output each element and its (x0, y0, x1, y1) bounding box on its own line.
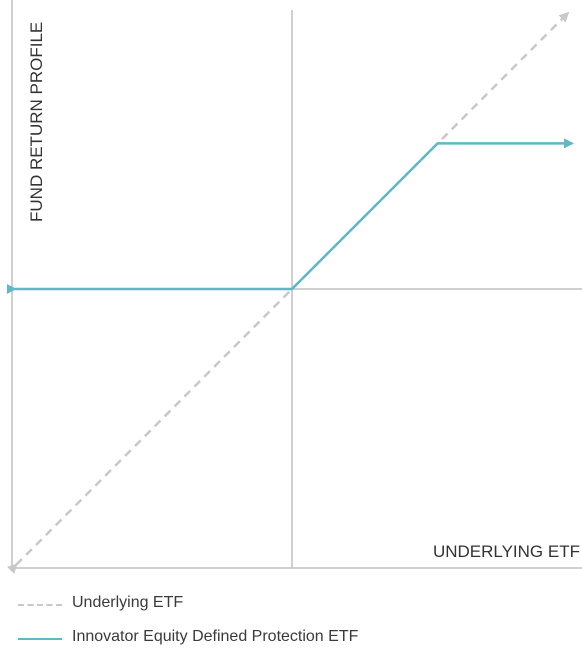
series-defined-protection-etf-line (6, 138, 574, 294)
series-underlying-etf-line (7, 11, 570, 574)
payoff-chart: FUND RETURN PROFILE UNDERLYING ETF (6, 0, 582, 574)
legend-dashed-swatch (18, 604, 62, 606)
y-axis-label: FUND RETURN PROFILE (27, 22, 46, 222)
legend-solid-swatch (18, 638, 62, 640)
legend-label: Underlying ETF (72, 594, 184, 611)
legend-item-defined-protection-etf: Innovator Equity Defined Protection ETF (18, 628, 578, 650)
x-axis-label: UNDERLYING ETF (433, 542, 580, 561)
legend-item-underlying-etf: Underlying ETF (18, 594, 578, 616)
legend-label: Innovator Equity Defined Protection ETF (72, 628, 359, 645)
